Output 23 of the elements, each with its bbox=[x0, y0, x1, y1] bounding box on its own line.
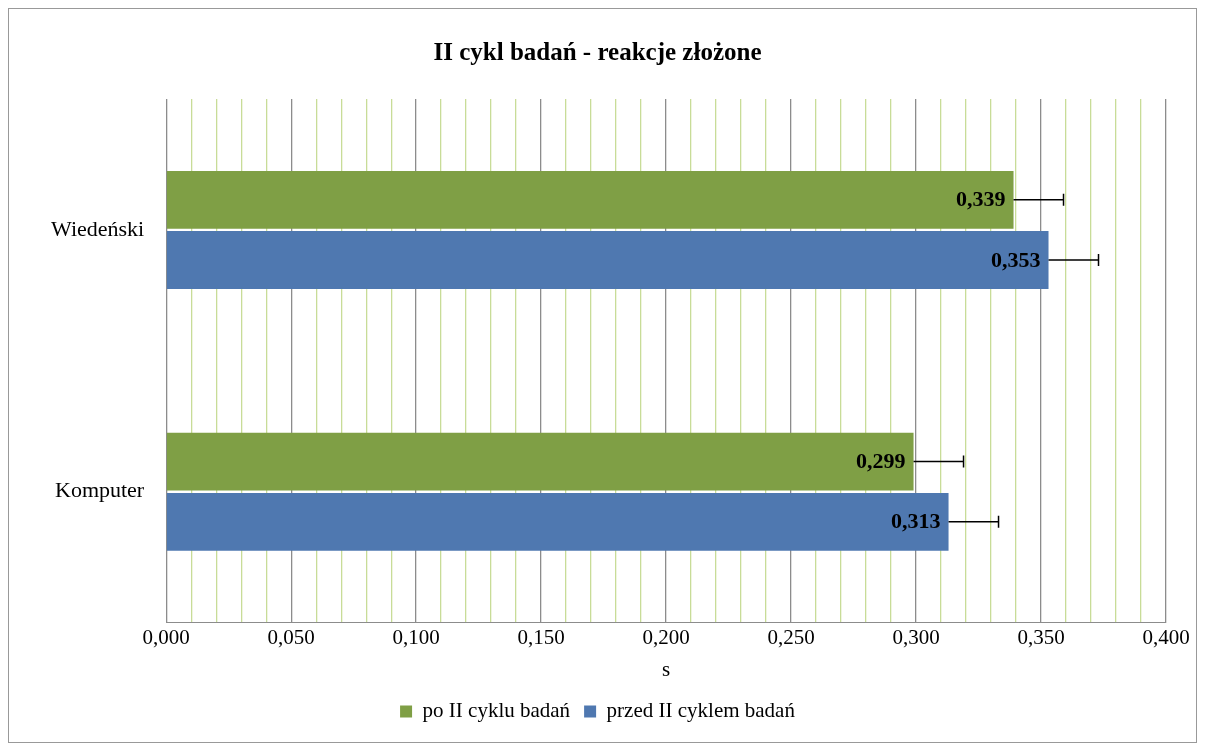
x-tick-label: 0,100 bbox=[392, 624, 440, 649]
bar bbox=[166, 170, 1014, 229]
data-label: 0,313 bbox=[891, 508, 941, 534]
data-label: 0,339 bbox=[956, 186, 1006, 212]
legend-label: przed II cyklem badań bbox=[606, 698, 796, 723]
x-tick-label: 0,350 bbox=[1017, 624, 1065, 649]
data-label: 0,353 bbox=[991, 246, 1041, 272]
x-tick-label: 0,050 bbox=[267, 624, 315, 649]
bar bbox=[166, 432, 914, 491]
chart-title: II cykl badań - reakcje złożone bbox=[433, 38, 762, 66]
legend-label: po II cyklu badań bbox=[422, 698, 571, 723]
x-tick-label: 0,000 bbox=[142, 624, 190, 649]
x-axis-title: s bbox=[662, 656, 671, 681]
y-tick-label: Komputer bbox=[55, 477, 145, 503]
x-tick-label: 0,300 bbox=[892, 624, 940, 649]
bar bbox=[166, 492, 949, 551]
bar bbox=[166, 231, 1049, 289]
x-tick-label: 0,150 bbox=[517, 624, 565, 649]
x-tick-label: 0,200 bbox=[642, 624, 690, 649]
data-label: 0,299 bbox=[856, 448, 906, 474]
y-tick-label: Wiedeński bbox=[51, 215, 145, 241]
x-tick-label: 0,400 bbox=[1142, 624, 1190, 649]
x-tick-label: 0,250 bbox=[767, 624, 815, 649]
